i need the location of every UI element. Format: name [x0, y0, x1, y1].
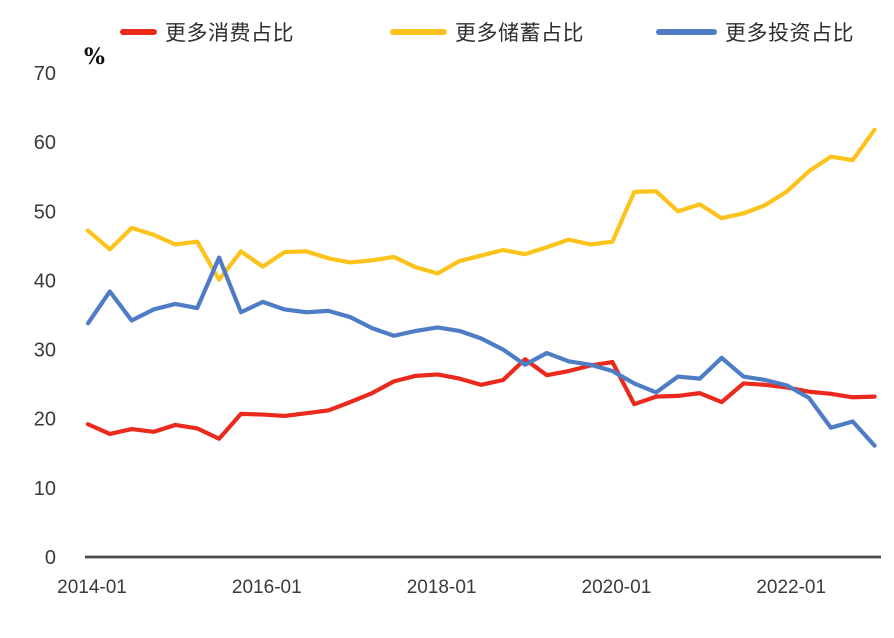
legend-item-investment: 更多投资占比	[656, 17, 854, 47]
y-tick-label: 60	[34, 132, 56, 154]
savings-line	[85, 127, 877, 282]
legend: 更多消费占比 更多储蓄占比 更多投资占比	[120, 17, 854, 47]
savings-legend-label: 更多储蓄占比	[455, 22, 584, 45]
savings-legend-swatch-icon	[390, 29, 447, 35]
y-tick-label: 30	[34, 340, 56, 362]
consumption-legend-swatch-icon	[120, 29, 157, 35]
y-tick-label: 40	[34, 270, 56, 292]
y-axis-unit-label: %	[84, 44, 105, 70]
y-tick-label: 20	[34, 409, 56, 431]
investment-legend-label: 更多投资占比	[725, 22, 854, 45]
y-tick-label: 50	[34, 201, 56, 223]
legend-item-savings: 更多储蓄占比	[390, 17, 584, 47]
consumption-legend-label: 更多消费占比	[165, 22, 294, 45]
x-tick-label: 2014-01	[57, 577, 127, 598]
x-tick-label: 2018-01	[407, 577, 477, 598]
investment-legend-swatch-icon	[656, 29, 717, 35]
y-tick-label: 70	[34, 63, 56, 85]
consumption-line	[85, 357, 877, 441]
x-tick-label: 2022-01	[756, 577, 826, 598]
y-tick-label: 0	[45, 547, 56, 569]
x-tick-label: 2020-01	[582, 577, 652, 598]
legend-item-consumption: 更多消费占比	[120, 17, 294, 47]
x-tick-label: 2016-01	[232, 577, 302, 598]
investment-line	[85, 255, 877, 448]
y-tick-label: 10	[34, 478, 56, 500]
